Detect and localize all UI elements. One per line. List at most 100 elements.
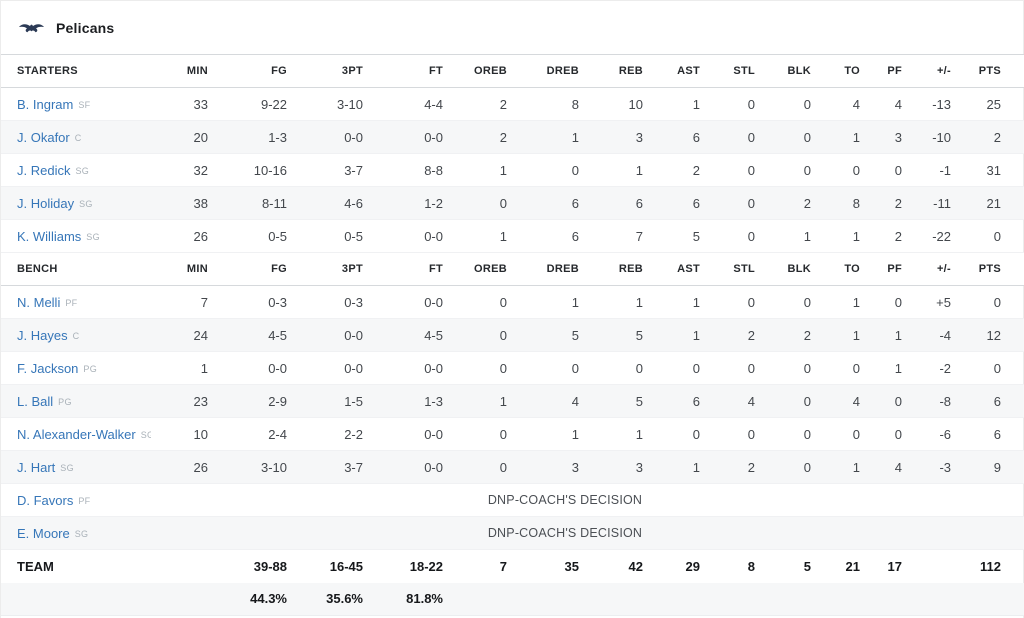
player-link[interactable]: J. Hayes [17,327,68,343]
total-cell [700,583,755,616]
stat-cell: 2 [894,195,902,211]
stat-cell: 0-0 [424,459,443,475]
team-totals-row: TEAM 39-88 16-45 18-22 7 35 42 29 8 5 21 17 112 [1,549,1024,583]
player-name-cell: J. Okafor C [1,121,151,154]
stat-cell: 0 [747,294,755,310]
stat-cell: 33 [193,96,208,112]
player-link[interactable]: N. Alexander-Walker [17,426,136,442]
player-link[interactable]: N. Melli [17,294,61,310]
stat-cell: 10-16 [253,162,287,178]
player-link[interactable]: J. Hart [17,459,56,475]
total-cell: 112 [980,558,1001,574]
player-row: J. Hart SG 26 3-10 3-7 0-0 0 3 3 1 2 0 1 4 -3 9 [1,450,1024,484]
stat-cell: 3 [571,459,579,475]
stat-cell: -10 [932,129,951,145]
stat-cell: 0 [499,360,507,376]
total-cell [443,583,507,616]
stat-cell: 0-0 [268,360,287,376]
stat-cell: 6 [571,228,579,244]
stat-cell: 4 [747,393,755,409]
stat-cell: 1 [894,360,902,376]
stat-cell: 2 [803,195,811,211]
stat-cell: 5 [635,327,643,343]
total-cell [860,583,902,616]
column-header-oreb: OREB [474,263,507,275]
stat-cell: 2 [499,96,507,112]
player-position: SG [74,528,89,539]
player-name-cell: J. Redick SG [1,154,151,187]
player-link[interactable]: J. Okafor [17,129,70,145]
stat-cell: 4-4 [424,96,443,112]
stat-cell: 0 [803,129,811,145]
stat-cell: 0 [803,294,811,310]
total-cell [643,583,700,616]
shooting-percentages-row-label [1,583,151,616]
stat-cell: 0 [803,162,811,178]
stat-cell: 26 [193,228,208,244]
total-cell: 18-22 [409,558,443,574]
player-link[interactable]: E. Moore [17,525,70,541]
player-link[interactable]: K. Williams [17,228,82,244]
player-link[interactable]: J. Redick [17,162,71,178]
stat-cell: 1-3 [268,129,287,145]
stat-cell: 0 [499,327,507,343]
player-row: E. Moore SG DNP-COACH'S DECISION [1,516,1024,550]
player-position: SG [140,429,151,440]
stat-cell: 2 [747,327,755,343]
stat-cell: 8 [571,96,579,112]
player-position: SG [79,198,93,209]
stat-cell: 0-0 [344,129,363,145]
player-name-cell: K. Williams SG [1,220,151,253]
total-cell: 35.6% [326,591,363,607]
total-cell: 8 [747,558,755,574]
player-name-cell: D. Favors PF [1,484,151,517]
player-row: F. Jackson PG 1 0-0 0-0 0-0 0 0 0 0 0 0 0 1 -2 0 [1,352,1024,385]
stat-cell: 2-2 [344,426,363,442]
stat-cell: 0 [692,360,700,376]
team-header: Pelicans [1,1,1023,54]
total-cell: 5 [803,558,811,574]
stat-cell: 0 [803,393,811,409]
stat-cell: 1-2 [424,195,443,211]
player-link[interactable]: L. Ball [17,393,54,409]
total-cell: 39-88 [253,558,287,574]
stat-cell: 1 [692,327,700,343]
player-link[interactable]: B. Ingram [17,96,74,112]
column-header-stl: STL [733,263,755,275]
stat-cell: 1 [499,228,507,244]
stat-cell: 1 [692,96,700,112]
stat-cell: 4-5 [424,327,443,343]
column-header-dreb: DREB [546,65,579,77]
player-link[interactable]: F. Jackson [17,360,79,376]
stat-cell: 1 [635,294,643,310]
player-link[interactable]: J. Holiday [17,195,75,211]
stat-cell: 24 [193,327,208,343]
column-header-reb: REB [618,65,643,77]
stat-cell: 2-9 [268,393,287,409]
stat-cell: 0 [635,360,643,376]
player-row: D. Favors PF DNP-COACH'S DECISION [1,484,1024,517]
stat-cell: 6 [692,129,700,145]
stat-cell: 0 [747,195,755,211]
stat-cell: 3-10 [260,459,287,475]
stat-cell: 4 [852,96,860,112]
stat-cell: 0 [894,294,902,310]
stat-cell: +5 [936,294,951,310]
player-name-cell: N. Melli PF [1,286,151,319]
stat-cell: -8 [939,393,951,409]
player-link[interactable]: D. Favors [17,492,74,508]
stat-cell: 1 [499,162,507,178]
stat-cell: 0-0 [424,426,443,442]
stat-cell: 7 [635,228,643,244]
player-row: B. Ingram SF 33 9-22 3-10 4-4 2 8 10 1 0 0 4 4 -13 25 [1,88,1024,121]
column-header-stl: STL [733,65,755,77]
column-header-to: TO [844,263,860,275]
stat-cell: 23 [193,393,208,409]
total-cell: 81.8% [406,591,443,607]
stat-cell: 6 [993,426,1001,442]
stat-cell: 3-7 [344,162,363,178]
total-cell: 42 [628,558,643,574]
stat-cell: 20 [193,129,208,145]
stat-cell: 38 [193,195,208,211]
